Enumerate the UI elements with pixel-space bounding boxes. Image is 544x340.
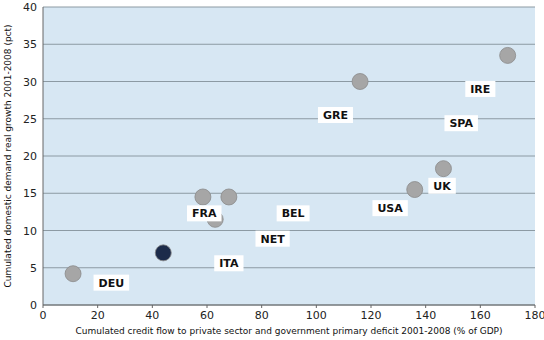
point — [155, 245, 171, 261]
grid-line — [43, 193, 535, 194]
y-tick-label: 5 — [30, 262, 37, 275]
point — [500, 47, 516, 63]
annotation-text: DEU — [99, 277, 125, 290]
annotation: UK — [428, 178, 455, 194]
x-tick-label: 0 — [40, 309, 47, 322]
grid-line — [43, 156, 535, 157]
point — [195, 189, 211, 205]
chart: 0 5 10 15 20 25 30 35 40 0 20 40 60 80 100 120 140 160 180… — [0, 0, 544, 340]
x-tick-label: 100 — [306, 309, 327, 322]
annotation-box — [94, 275, 130, 291]
point — [352, 74, 368, 90]
annotation: FRA — [187, 205, 222, 221]
annotation: DEU — [94, 275, 130, 291]
annotation-box — [255, 231, 289, 247]
point — [407, 182, 423, 198]
annotation: NET — [255, 231, 289, 247]
grid-line — [43, 305, 535, 306]
annotation-text: NET — [260, 233, 285, 246]
x-tick-label: 20 — [91, 309, 105, 322]
x-tick-label: 160 — [470, 309, 491, 322]
annotation-text: USA — [377, 202, 403, 215]
annotation-box — [187, 205, 222, 221]
x-tick-label: 120 — [361, 309, 382, 322]
annotation-text: FRA — [192, 207, 217, 220]
y-tick-label: 30 — [23, 76, 37, 89]
annotation-text: ITA — [219, 257, 239, 270]
grid-line — [43, 7, 535, 8]
annotation-text: UK — [433, 180, 451, 193]
y-tick-label: 25 — [23, 113, 37, 126]
annotation: BEL — [277, 205, 310, 221]
grid-line — [43, 267, 535, 268]
annotation-box — [214, 255, 243, 271]
y-tick-label: 0 — [30, 299, 37, 312]
annotation: SPA — [444, 115, 478, 131]
annotation-text: SPA — [449, 117, 473, 130]
point — [435, 161, 451, 177]
annotation-text: BEL — [282, 207, 305, 220]
annotation-box — [372, 200, 407, 216]
x-axis-title: Cumulated credit flow to private sector … — [75, 326, 502, 336]
annotation: GRE — [318, 107, 353, 123]
grid-line — [43, 81, 535, 82]
x-tick-label: 60 — [200, 309, 214, 322]
grid-line — [43, 44, 535, 45]
point — [221, 189, 237, 205]
y-axis-title: Cumulated domestic demand real growth 20… — [3, 24, 13, 287]
annotation: ITA — [214, 255, 243, 271]
y-tick-label: 20 — [23, 150, 37, 163]
annotation: USA — [372, 200, 407, 216]
x-tick-label: 40 — [145, 309, 159, 322]
x-tick-label: 180 — [525, 309, 544, 322]
annotation-text: GRE — [323, 109, 348, 122]
y-tick-label: 40 — [23, 1, 37, 14]
annotation-text: IRE — [470, 83, 490, 96]
y-tick-label: 15 — [23, 187, 37, 200]
annotation-box — [444, 115, 478, 131]
plot-background — [43, 7, 535, 305]
x-tick-label: 80 — [255, 309, 269, 322]
y-tick-label: 10 — [23, 225, 37, 238]
annotation-box — [465, 81, 495, 97]
y-tick-label: 35 — [23, 38, 37, 51]
points — [65, 47, 516, 281]
annotation-box — [428, 178, 455, 194]
x-axis — [43, 305, 535, 306]
annotation-box — [318, 107, 353, 123]
x-tick-label: 140 — [415, 309, 436, 322]
y-axis — [43, 7, 44, 305]
annotation: IRE — [465, 81, 495, 97]
point — [65, 266, 81, 282]
annotation-box — [277, 205, 310, 221]
